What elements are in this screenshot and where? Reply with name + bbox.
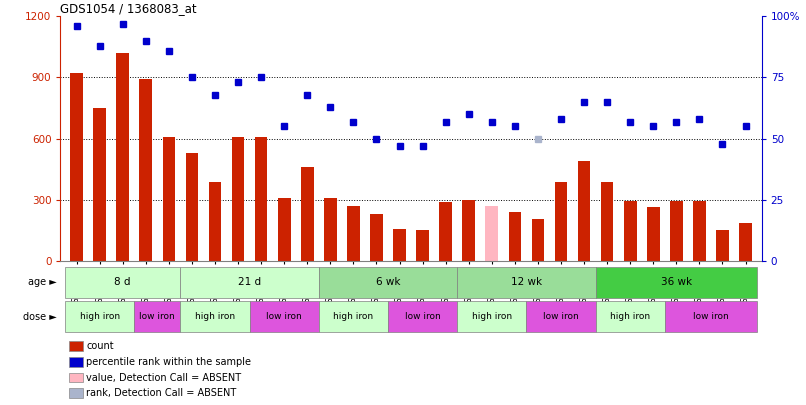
Bar [65, 301, 135, 333]
Text: high iron: high iron [195, 312, 235, 322]
Bar [139, 79, 152, 261]
Bar [255, 136, 268, 261]
Text: high iron: high iron [472, 312, 512, 322]
Text: 12 wk: 12 wk [511, 277, 542, 288]
Text: 8 d: 8 d [114, 277, 131, 288]
Bar [509, 212, 521, 261]
Text: low iron: low iron [266, 312, 302, 322]
Bar [596, 267, 757, 298]
Bar [181, 267, 319, 298]
Text: low iron: low iron [693, 312, 729, 322]
Bar [163, 136, 175, 261]
Text: high iron: high iron [334, 312, 373, 322]
Bar [278, 198, 290, 261]
Text: 21 d: 21 d [238, 277, 261, 288]
Bar [457, 301, 526, 333]
Bar [532, 220, 544, 261]
Bar [457, 267, 596, 298]
Bar [324, 198, 337, 261]
Text: high iron: high iron [80, 312, 120, 322]
Bar [439, 202, 452, 261]
Bar [185, 153, 198, 261]
Bar [739, 224, 752, 261]
Text: percentile rank within the sample: percentile rank within the sample [86, 357, 251, 367]
Bar [70, 73, 83, 261]
Bar [716, 230, 729, 261]
Bar [319, 267, 457, 298]
Text: count: count [86, 341, 114, 351]
Text: low iron: low iron [405, 312, 440, 322]
Bar [596, 301, 665, 333]
Text: low iron: low iron [543, 312, 579, 322]
Bar [693, 201, 706, 261]
Bar [231, 136, 244, 261]
Bar [301, 167, 314, 261]
Bar [485, 206, 498, 261]
Bar [416, 230, 429, 261]
Bar [624, 201, 637, 261]
Text: 6 wk: 6 wk [376, 277, 401, 288]
Bar [578, 161, 591, 261]
Bar [463, 200, 475, 261]
Bar [393, 228, 406, 261]
Bar [600, 181, 613, 261]
Bar [670, 201, 683, 261]
Bar [647, 207, 659, 261]
Bar [388, 301, 457, 333]
Text: high iron: high iron [610, 312, 650, 322]
Bar [665, 301, 757, 333]
Bar [209, 181, 222, 261]
Text: rank, Detection Call = ABSENT: rank, Detection Call = ABSENT [86, 388, 236, 398]
Text: dose ►: dose ► [23, 312, 56, 322]
Text: low iron: low iron [139, 312, 175, 322]
Bar [250, 301, 319, 333]
Bar [65, 267, 181, 298]
Bar [116, 53, 129, 261]
Bar [135, 301, 181, 333]
Text: 36 wk: 36 wk [661, 277, 692, 288]
Text: value, Detection Call = ABSENT: value, Detection Call = ABSENT [86, 373, 241, 383]
Bar [370, 214, 383, 261]
Text: GDS1054 / 1368083_at: GDS1054 / 1368083_at [60, 2, 197, 15]
Bar [347, 206, 359, 261]
Bar [526, 301, 596, 333]
Bar [93, 108, 106, 261]
Bar [555, 181, 567, 261]
Bar [319, 301, 388, 333]
Text: age ►: age ► [27, 277, 56, 288]
Bar [181, 301, 250, 333]
